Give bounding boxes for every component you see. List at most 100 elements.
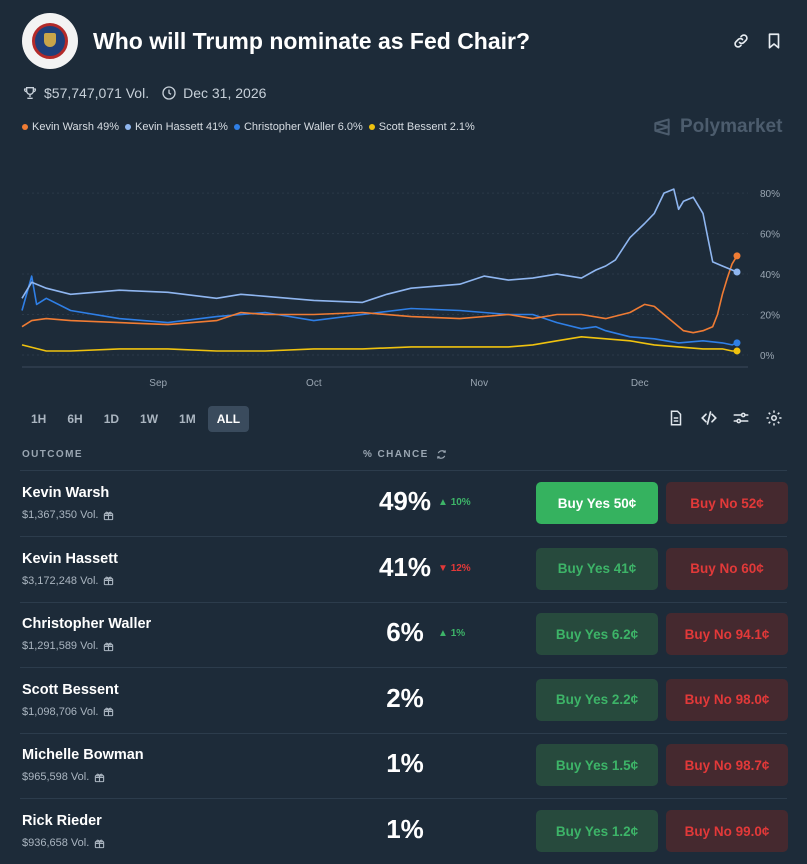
chance-change: ▲ 10% bbox=[438, 497, 471, 508]
divider bbox=[20, 470, 787, 471]
series-line-kevin-warsh bbox=[21, 255, 738, 334]
series-endpoint-christopher-waller bbox=[733, 339, 741, 347]
buy-yes-button[interactable]: Buy Yes 41¢ bbox=[536, 547, 658, 590]
row-divider bbox=[20, 536, 787, 537]
timeframe-1m[interactable]: 1M bbox=[179, 412, 196, 426]
y-tick-label: 20% bbox=[760, 311, 780, 322]
chance-change: ▼ 12% bbox=[438, 562, 471, 574]
outcome-name: Rick Rieder bbox=[22, 813, 102, 829]
buy-no-button[interactable]: Buy No 98.7¢ bbox=[666, 744, 788, 787]
down-arrow-icon: ▼ bbox=[438, 562, 451, 574]
buy-no-button[interactable]: Buy No 52¢ bbox=[666, 482, 788, 524]
timeframe-1h[interactable]: 1H bbox=[31, 412, 47, 426]
up-arrow-icon: ▲ bbox=[438, 628, 451, 640]
buy-no-button[interactable]: Buy No 98.0¢ bbox=[666, 678, 788, 721]
outcome-chance: 41% bbox=[378, 551, 432, 582]
market-title: Who will Trump nominate as Fed Chair? bbox=[93, 28, 531, 54]
legend-item-waller: Christopher Waller 6.0% bbox=[233, 121, 363, 133]
market-meta: $57,747,071 Vol. Dec 31, 2026 bbox=[22, 85, 278, 101]
outcome-row-warsh[interactable]: Kevin Warsh $1,367,350 Vol. 49% ▲ 10% Buy Ye… bbox=[0, 471, 807, 536]
trophy-icon bbox=[23, 87, 37, 99]
market-header: Who will Trump nominate as Fed Chair? $5… bbox=[0, 0, 807, 150]
outcome-volume: $965,598 Vol. bbox=[22, 771, 105, 783]
document-icon[interactable] bbox=[667, 409, 685, 427]
outcome-name: Michelle Bowman bbox=[22, 747, 144, 764]
outcome-row-bessent[interactable]: Scott Bessent $1,098,706 Vol. 2% Buy Yes 2.… bbox=[0, 668, 807, 733]
row-divider bbox=[20, 601, 787, 603]
gift-icon bbox=[104, 576, 114, 586]
buy-yes-button[interactable]: Buy Yes 50¢ bbox=[536, 482, 658, 524]
polymarket-logo-icon bbox=[654, 118, 670, 136]
up-arrow-icon: ▲ bbox=[438, 497, 451, 508]
y-tick-label: 60% bbox=[760, 230, 780, 241]
legend-item-warsh: Kevin Warsh 49% bbox=[22, 121, 119, 133]
outcome-volume: $1,098,706 Vol. bbox=[22, 706, 114, 718]
polymarket-brand: Polymarket bbox=[652, 116, 782, 138]
x-tick-label: Sep bbox=[149, 378, 167, 389]
link-icon[interactable] bbox=[732, 32, 750, 50]
outcome-chance: 49% bbox=[378, 486, 432, 516]
x-tick-label: Dec bbox=[631, 378, 649, 389]
outcome-chance: 1% bbox=[386, 748, 424, 779]
timeframe-all[interactable]: ALL bbox=[207, 406, 250, 432]
outcome-name: Christopher Waller bbox=[22, 616, 152, 633]
refresh-icon[interactable] bbox=[436, 449, 447, 460]
y-tick-label: 40% bbox=[760, 270, 780, 281]
gift-icon bbox=[104, 511, 114, 520]
row-divider bbox=[20, 732, 787, 734]
outcome-chance: 2% bbox=[386, 682, 424, 713]
fed-seal-logo bbox=[22, 13, 78, 69]
legend-item-bessent: Scott Bessent 2.1% bbox=[368, 121, 475, 133]
gift-icon bbox=[95, 773, 105, 783]
total-volume: $57,747,071 Vol. bbox=[44, 85, 150, 101]
outcome-chance: 1% bbox=[386, 814, 424, 844]
buy-yes-button[interactable]: Buy Yes 2.2¢ bbox=[536, 678, 658, 721]
outcome-row-bowman[interactable]: Michelle Bowman $965,598 Vol. 1% Buy Yes 1.… bbox=[0, 733, 807, 798]
x-tick-label: Oct bbox=[306, 378, 322, 389]
series-endpoint-scott-bessent bbox=[733, 347, 741, 355]
outcome-volume: $936,658 Vol. bbox=[22, 837, 105, 849]
outcome-volume: $1,367,350 Vol. bbox=[22, 509, 114, 521]
series-endpoint-kevin-warsh bbox=[733, 252, 741, 260]
series-endpoint-kevin-hassett bbox=[733, 268, 741, 276]
gift-icon bbox=[95, 839, 105, 848]
outcome-name: Kevin Warsh bbox=[22, 485, 110, 501]
outcome-row-waller[interactable]: Christopher Waller $1,291,589 Vol. 6% ▲ 1% B… bbox=[0, 602, 807, 667]
gear-icon[interactable] bbox=[765, 409, 783, 427]
outcome-name: Kevin Hassett bbox=[22, 550, 118, 567]
timeframe-selector: 1H 6H 1D 1W 1M ALL bbox=[22, 406, 252, 432]
outcome-chance: 6% bbox=[386, 617, 424, 648]
gift-icon bbox=[104, 642, 114, 651]
bookmark-icon[interactable] bbox=[765, 32, 783, 50]
legend-item-hassett: Kevin Hassett 41% bbox=[125, 121, 228, 133]
buy-no-button[interactable]: Buy No 94.1¢ bbox=[666, 613, 788, 656]
buy-yes-button[interactable]: Buy Yes 1.2¢ bbox=[536, 810, 658, 852]
outcome-row-rieder[interactable]: Rick Rieder $936,658 Vol. 1% Buy Yes 1.2¢ Bu… bbox=[0, 799, 807, 864]
price-history-chart[interactable]: 80% 60% 40% 20% 0% Sep Oct Nov Dec bbox=[0, 150, 807, 395]
x-tick-label: Nov bbox=[470, 378, 488, 389]
buy-no-button[interactable]: Buy No 99.0¢ bbox=[666, 810, 788, 852]
row-divider bbox=[20, 667, 787, 669]
y-tick-label: 80% bbox=[760, 189, 780, 200]
series-line-kevin-hassett bbox=[21, 188, 738, 304]
timeframe-6h[interactable]: 6H bbox=[67, 412, 83, 426]
timeframe-1w[interactable]: 1W bbox=[140, 412, 159, 426]
end-date: Dec 31, 2026 bbox=[183, 85, 267, 101]
chart-settings-sliders-icon[interactable] bbox=[732, 409, 750, 427]
series-line-christopher-waller bbox=[21, 275, 738, 346]
timeframe-1d[interactable]: 1D bbox=[103, 412, 120, 426]
buy-no-button[interactable]: Buy No 60¢ bbox=[666, 547, 788, 590]
embed-code-icon[interactable] bbox=[700, 409, 718, 427]
outcome-row-hassett[interactable]: Kevin Hassett $3,172,248 Vol. 41% ▼ 12% Buy … bbox=[0, 537, 807, 602]
y-tick-label: 0% bbox=[760, 351, 775, 362]
buy-yes-button[interactable]: Buy Yes 1.5¢ bbox=[536, 744, 658, 787]
outcome-name: Scott Bessent bbox=[22, 681, 119, 698]
series-line-scott-bessent bbox=[21, 336, 737, 352]
chance-column-header: % CHANCE bbox=[363, 449, 447, 460]
row-divider bbox=[20, 798, 787, 800]
chart-legend: Kevin Warsh 49% Kevin Hassett 41% Christ… bbox=[22, 121, 481, 133]
chance-change: ▲ 1% bbox=[438, 628, 466, 640]
buy-yes-button[interactable]: Buy Yes 6.2¢ bbox=[536, 613, 658, 656]
outcome-column-header: OUTCOME bbox=[22, 449, 83, 460]
gift-icon bbox=[104, 707, 114, 717]
